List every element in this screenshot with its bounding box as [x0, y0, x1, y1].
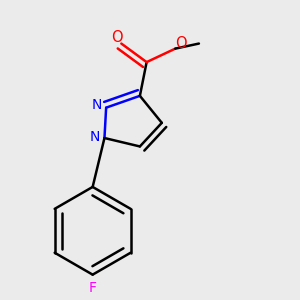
Text: O: O [175, 36, 187, 51]
Text: N: N [92, 98, 102, 112]
Text: F: F [88, 281, 97, 295]
Text: N: N [90, 130, 100, 144]
Text: O: O [112, 30, 123, 45]
